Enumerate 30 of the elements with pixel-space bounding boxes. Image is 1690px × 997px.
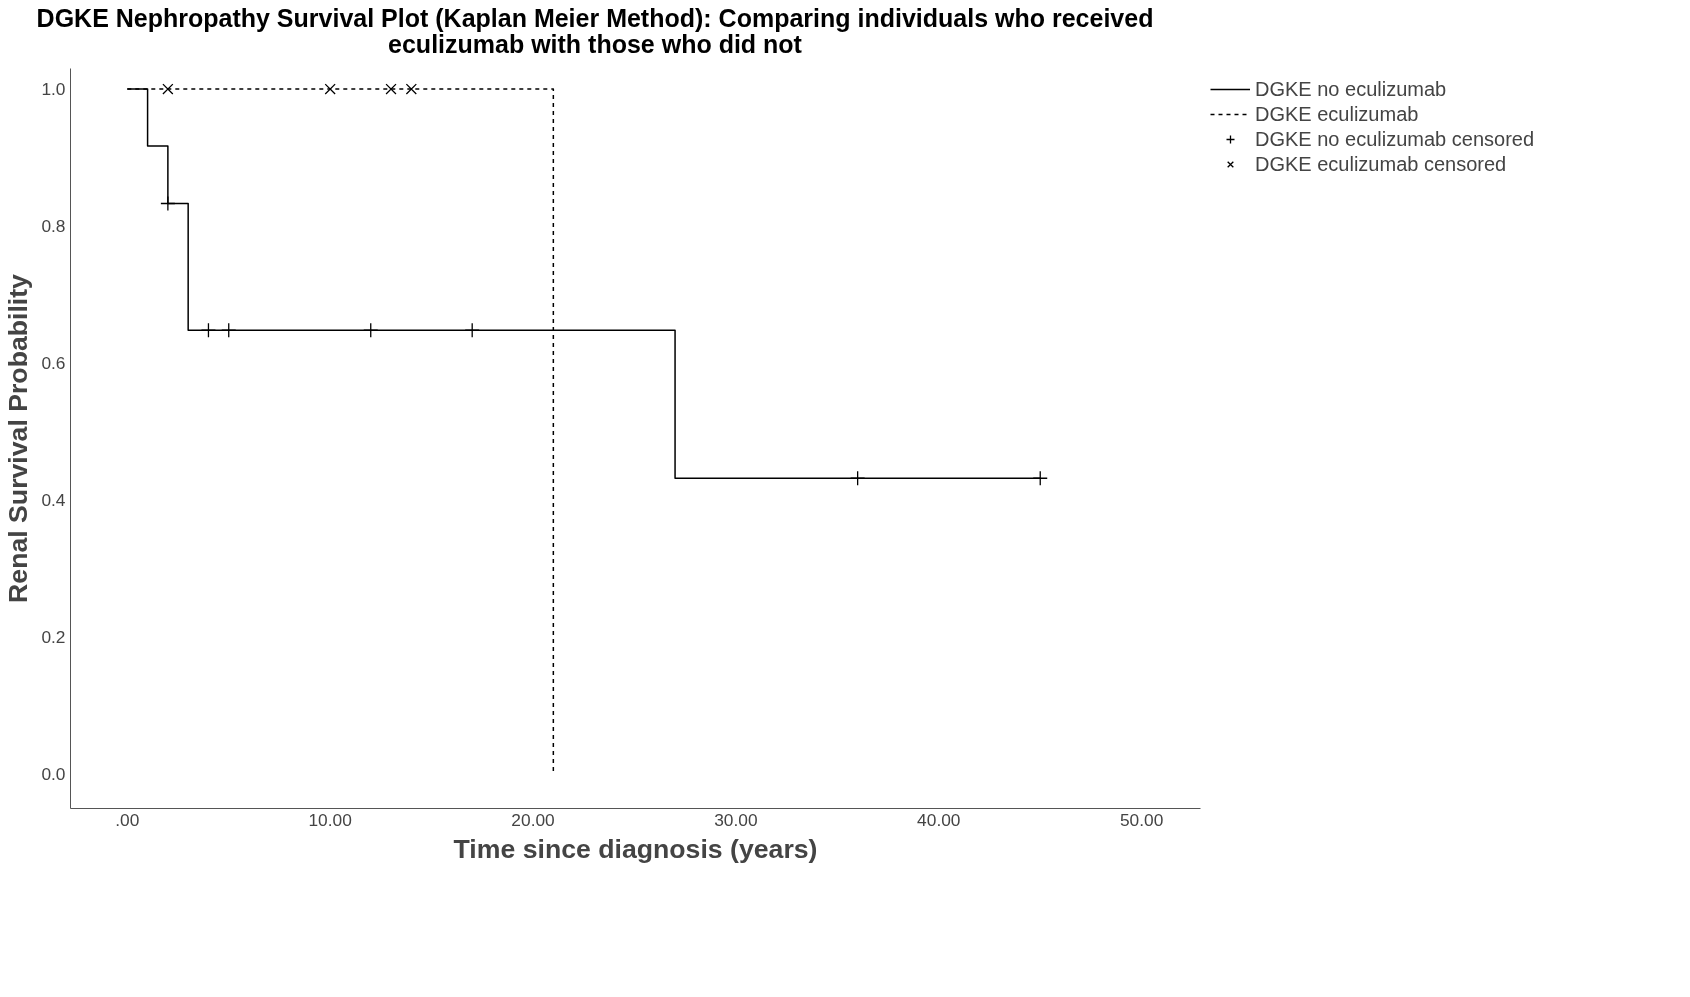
x-tick-label: .00 xyxy=(115,809,140,829)
y-tick-label: 0.0 xyxy=(41,763,66,784)
legend-label: DGKE no eculizumab censored xyxy=(1255,127,1535,151)
chart-title: DGKE Nephropathy Survival Plot (Kaplan Meier Method): Comparing individuals who received eculizumab with those who did not xyxy=(35,4,1155,59)
x-axis-title: Time since diagnosis (years) xyxy=(453,833,818,863)
legend-label: DGKE no eculizumab xyxy=(1255,77,1447,101)
x-tick-label: 10.00 xyxy=(308,809,352,829)
x-tick-label: 50.00 xyxy=(1119,809,1164,829)
legend-label: DGKE eculizumab censored xyxy=(1255,152,1507,176)
point xyxy=(221,322,237,338)
point xyxy=(850,470,866,486)
x-tick-label: 30.00 xyxy=(714,809,758,829)
point xyxy=(200,322,217,338)
point xyxy=(324,82,336,95)
point xyxy=(363,322,379,338)
y-tick-label: 1.0 xyxy=(41,78,66,99)
y-tick-label: 0.8 xyxy=(41,215,66,236)
point xyxy=(1032,470,1048,486)
point xyxy=(160,195,176,211)
x-tick-label: 40.00 xyxy=(917,809,961,829)
legend-label: DGKE eculizumab xyxy=(1255,102,1419,126)
y-tick-label: 0.6 xyxy=(41,352,66,373)
y-tick-label: 0.4 xyxy=(41,489,66,510)
point xyxy=(464,322,480,338)
y-axis-title: Renal Survival Probability xyxy=(3,273,34,603)
point xyxy=(162,82,174,95)
point xyxy=(405,82,417,95)
point xyxy=(385,82,397,95)
x-tick-label: 20.00 xyxy=(511,809,555,829)
y-tick-label: 0.2 xyxy=(41,626,66,647)
